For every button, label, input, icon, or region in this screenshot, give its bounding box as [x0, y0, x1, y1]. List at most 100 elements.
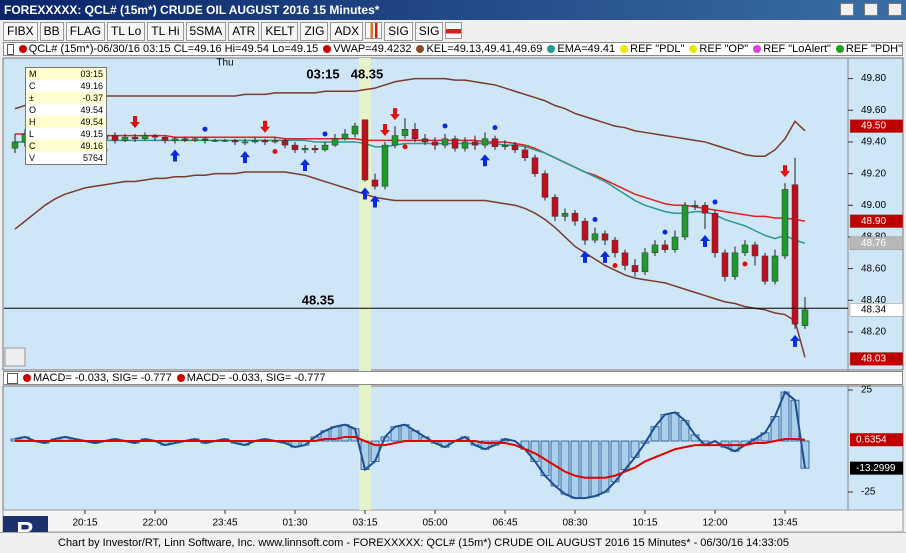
candle-body	[11, 141, 19, 149]
buy-arrow	[480, 154, 490, 167]
crosshair-price-top: 48.35	[351, 66, 384, 81]
toolbar-button[interactable]: ADX	[330, 22, 364, 41]
candle-body	[231, 140, 239, 143]
crosshair-price: 48.35	[302, 293, 335, 308]
candle-body	[171, 138, 179, 141]
toolbar-button[interactable]: 5SMA	[185, 22, 227, 41]
macd-legend: MACD= -0.033, SIG= -0.777 MACD= -0.033, S…	[3, 371, 903, 385]
info-label: C	[29, 141, 36, 151]
candle-body	[481, 138, 489, 146]
candle-body	[611, 239, 619, 254]
toolbar-button[interactable]: FIBX	[3, 22, 38, 41]
legend-swatch	[620, 45, 629, 53]
toolbar-button[interactable]: TL Lo	[107, 22, 146, 41]
bars-icon[interactable]	[365, 22, 383, 39]
candle-body	[681, 205, 689, 238]
info-value: 03:15	[80, 69, 103, 79]
candle-body	[161, 136, 169, 141]
x-tick-label: 12:00	[702, 518, 727, 529]
restore-button[interactable]	[840, 3, 854, 16]
info-label: ±	[29, 93, 34, 103]
legend-item: REF "LoAlert"	[753, 43, 831, 55]
candle-body	[501, 144, 509, 147]
candle-body	[651, 244, 659, 254]
signal-dot	[202, 126, 208, 132]
y-tick-label: 49.20	[861, 168, 886, 179]
toolbar-button[interactable]: KELT	[261, 22, 299, 41]
alert-icon[interactable]	[445, 22, 463, 39]
y-tick-label: 49.00	[861, 200, 886, 211]
candle-body	[551, 197, 559, 217]
close-box[interactable]	[7, 372, 18, 384]
toolbar: FIBX BB FLAG TL Lo TL Hi 5SMA ATR KELT ZIG ADX SIG…	[0, 21, 906, 42]
macd-histogram	[650, 426, 660, 442]
signal-dot	[322, 131, 328, 137]
overlay-line	[14, 77, 806, 157]
candle-body	[791, 184, 799, 325]
close-box[interactable]	[7, 43, 14, 55]
macd-histogram	[560, 440, 570, 495]
crosshair-time: 03:15	[306, 66, 339, 81]
buy-arrow	[600, 250, 610, 263]
signal-dot	[612, 263, 618, 269]
overlay-line	[15, 139, 806, 245]
candle-body	[541, 173, 549, 198]
y-tick-label: 49.40	[861, 137, 886, 148]
candle-body	[401, 129, 409, 136]
price-marker-label: 48.34	[861, 304, 886, 315]
value-marker-label: 0.6354	[856, 434, 887, 445]
info-row: V 5764	[26, 152, 106, 164]
signal-dot	[402, 144, 408, 150]
candle-body	[671, 236, 679, 250]
price-marker	[849, 214, 904, 228]
x-tick-label: 22:00	[142, 518, 167, 529]
toolbar-button[interactable]: SIG	[414, 22, 444, 41]
info-row: C 49.16	[26, 140, 106, 152]
info-row: O 49.54	[26, 104, 106, 116]
legend-swatch	[416, 45, 425, 53]
info-row: M 03:15	[26, 68, 106, 80]
toolbar-button[interactable]: BB	[39, 22, 64, 41]
close-button[interactable]	[888, 3, 902, 16]
candle-body	[221, 140, 229, 142]
toolbar-button[interactable]: SIG	[384, 22, 413, 41]
toolbar-button[interactable]: TL Hi	[147, 22, 184, 41]
candle-body	[141, 135, 149, 140]
legend-item: REF "PDL"	[620, 43, 684, 55]
buy-arrow	[360, 187, 370, 200]
toolbar-button[interactable]: FLAG	[65, 22, 106, 41]
candle-body	[641, 252, 649, 273]
legend-label: MACD= -0.033, SIG= -0.777	[186, 372, 326, 384]
info-label: C	[29, 81, 36, 91]
toolbar-button[interactable]: ATR	[228, 22, 260, 41]
legend-swatch	[689, 45, 698, 53]
info-value: -0.37	[82, 93, 103, 103]
xyz-icon[interactable]	[4, 347, 26, 367]
y-tick-label: 48.40	[861, 295, 886, 306]
candle-body	[181, 138, 189, 141]
price-marker	[849, 303, 904, 317]
candle-body	[191, 138, 199, 141]
legend-swatch	[23, 374, 31, 382]
info-label: V	[29, 153, 36, 163]
info-box: M 03:15 C 49.16 ± -0.37 O 49.54 H 49.54 L 49.15 C 49.…	[25, 67, 107, 165]
candle-body	[531, 157, 539, 174]
info-row: L 49.15	[26, 128, 106, 140]
candle-body	[251, 140, 259, 143]
info-row: ± -0.37	[26, 92, 106, 104]
macd-histogram	[340, 424, 350, 442]
value-marker	[850, 433, 903, 447]
candle-body	[801, 309, 809, 326]
candle-body	[591, 233, 599, 241]
value-marker	[850, 461, 903, 475]
candle-body	[121, 136, 129, 141]
info-value: 5764	[82, 153, 103, 163]
maximize-button[interactable]	[864, 3, 878, 16]
legend-item: REF "OP"	[689, 43, 748, 55]
legend-swatch	[323, 45, 332, 53]
toolbar-button[interactable]: ZIG	[300, 22, 329, 41]
y-tick-label: 25	[861, 385, 873, 396]
buy-arrow	[370, 195, 380, 208]
price-legend: QCL# (15m*)-06/30/16 03:15 CL=49.16 Hi=4…	[3, 42, 903, 56]
